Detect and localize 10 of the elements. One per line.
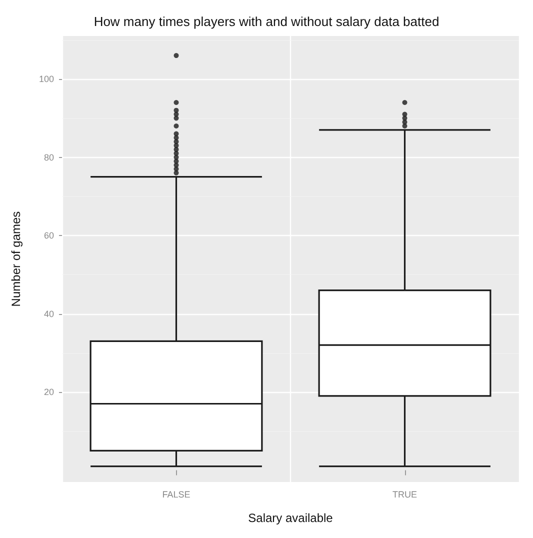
y-tick-label: 20: [44, 387, 54, 398]
y-axis-title: Number of games: [9, 211, 23, 307]
y-tick-label: 40: [44, 308, 54, 319]
x-tick-label: FALSE: [162, 490, 190, 500]
x-axis-title: Salary available: [248, 511, 334, 525]
y-tick-label: 80: [44, 152, 54, 162]
y-tick-label: 60: [44, 230, 54, 241]
y-tick-label: 100: [38, 74, 54, 84]
x-tick-label: TRUE: [392, 490, 417, 500]
chart-title: How many times players with and without salary data batted: [94, 14, 440, 29]
